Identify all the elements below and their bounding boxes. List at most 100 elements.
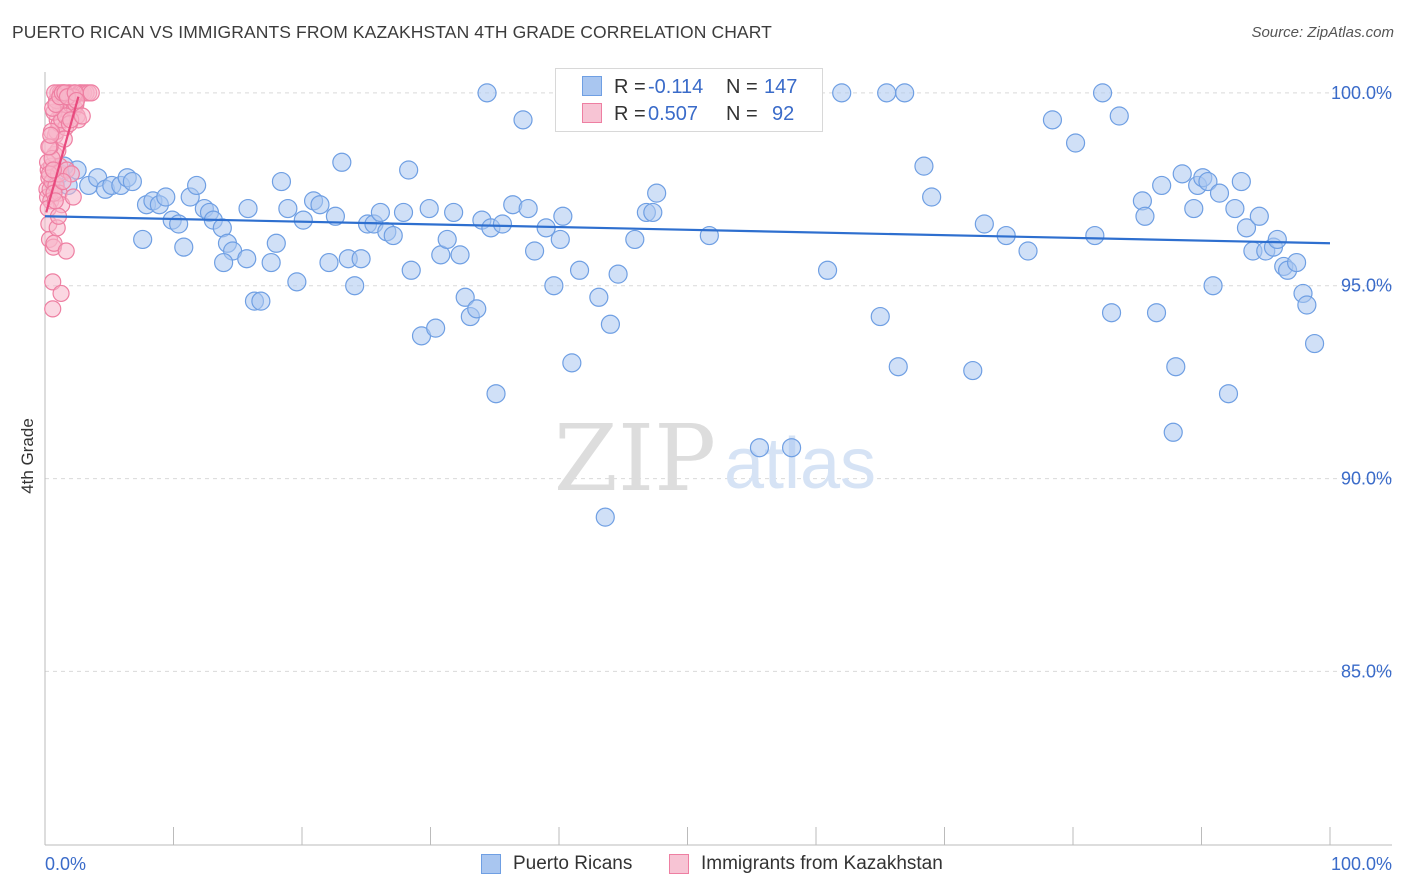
bottom-legend-label: Puerto Ricans bbox=[513, 853, 633, 874]
data-point bbox=[52, 284, 70, 303]
data-point bbox=[1198, 171, 1218, 192]
legend-n-label: N = bbox=[726, 102, 758, 125]
data-point bbox=[544, 276, 564, 296]
bottom-legend-puerto-ricans: Puerto Ricans bbox=[481, 852, 632, 876]
legend-swatch-blue bbox=[582, 76, 602, 96]
data-point bbox=[477, 83, 497, 103]
data-point bbox=[419, 198, 439, 219]
y-tick-label: 100.0% bbox=[1331, 83, 1392, 103]
data-point bbox=[345, 276, 365, 296]
data-point bbox=[1225, 198, 1245, 219]
legend-r-value: 0.507 bbox=[648, 102, 699, 125]
data-point bbox=[922, 187, 942, 207]
data-point bbox=[643, 202, 663, 223]
data-point bbox=[156, 187, 176, 207]
data-point bbox=[399, 160, 419, 180]
data-point bbox=[589, 287, 609, 307]
data-point bbox=[122, 171, 142, 192]
data-point bbox=[1018, 241, 1038, 261]
data-point bbox=[1184, 198, 1204, 219]
data-point bbox=[455, 287, 475, 307]
data-point bbox=[1146, 303, 1167, 323]
bottom-legend-swatch-pink bbox=[669, 854, 689, 874]
data-point bbox=[1286, 252, 1307, 273]
data-point bbox=[600, 314, 621, 334]
watermark-atlas: atlas bbox=[724, 424, 876, 504]
data-point bbox=[370, 202, 390, 223]
data-point bbox=[237, 249, 257, 269]
data-point bbox=[1166, 357, 1186, 377]
data-point bbox=[569, 260, 590, 280]
data-point bbox=[64, 188, 82, 206]
data-point bbox=[325, 206, 346, 226]
x-tick-label-left: 0.0% bbox=[45, 854, 86, 874]
data-point bbox=[1231, 171, 1251, 192]
data-point bbox=[393, 202, 414, 223]
trend-line-kazakhstan bbox=[45, 96, 80, 213]
data-point bbox=[625, 229, 645, 250]
watermark: ZIP atlas bbox=[554, 405, 876, 512]
source-label: Source: ZipAtlas.com bbox=[1251, 24, 1394, 41]
data-point bbox=[895, 83, 915, 103]
data-point bbox=[974, 214, 994, 234]
bottom-legend-kazakhstan: Immigrants from Kazakhstan bbox=[669, 852, 943, 876]
data-point bbox=[1267, 229, 1287, 250]
axes bbox=[44, 72, 1392, 846]
data-point bbox=[261, 252, 281, 273]
data-point bbox=[426, 318, 446, 338]
data-point bbox=[888, 357, 908, 377]
trend-lines bbox=[44, 96, 1331, 245]
data-point bbox=[1065, 133, 1086, 153]
legend-n-label: N = bbox=[726, 75, 758, 98]
data-point bbox=[1249, 206, 1269, 226]
data-point bbox=[1203, 276, 1223, 296]
data-point bbox=[293, 210, 313, 230]
y-tick-label: 90.0% bbox=[1341, 469, 1392, 489]
data-point bbox=[914, 156, 934, 176]
legend-n-value: 147 bbox=[764, 75, 798, 98]
data-point bbox=[1109, 106, 1129, 126]
data-point bbox=[1218, 384, 1239, 404]
data-point bbox=[1304, 333, 1325, 354]
data-point bbox=[437, 229, 457, 250]
data-point bbox=[271, 171, 292, 192]
data-point bbox=[1101, 303, 1122, 323]
x-tick-label-right: 100.0% bbox=[1331, 854, 1392, 874]
data-point bbox=[383, 225, 403, 246]
gridlines bbox=[45, 92, 1392, 672]
data-point bbox=[486, 384, 506, 404]
data-point bbox=[238, 198, 258, 219]
data-point bbox=[1085, 225, 1105, 246]
data-point bbox=[963, 360, 983, 381]
data-point bbox=[1297, 295, 1317, 315]
data-point bbox=[647, 183, 667, 203]
data-point bbox=[877, 83, 897, 103]
watermark-zip: ZIP bbox=[554, 405, 716, 512]
data-point bbox=[1042, 110, 1063, 130]
data-point bbox=[749, 438, 770, 458]
data-point bbox=[214, 252, 234, 273]
data-point bbox=[550, 229, 570, 250]
data-point bbox=[562, 353, 582, 373]
data-point bbox=[174, 237, 194, 257]
legend-r-value: -0.114 bbox=[648, 75, 704, 98]
data-point bbox=[781, 438, 802, 458]
data-point bbox=[169, 214, 189, 234]
data-point bbox=[524, 241, 545, 261]
data-point bbox=[1092, 83, 1113, 103]
stats-legend: R = -0.114 N = 147 R = 0.507 N = 92 bbox=[555, 68, 823, 132]
data-point bbox=[595, 507, 615, 527]
data-point bbox=[1163, 422, 1183, 442]
legend-r-label: R = bbox=[614, 75, 646, 98]
data-point bbox=[44, 273, 62, 291]
data-point bbox=[608, 264, 628, 284]
data-point bbox=[553, 206, 573, 226]
data-point bbox=[832, 83, 852, 103]
data-point bbox=[187, 175, 207, 196]
data-point bbox=[319, 252, 339, 273]
data-point bbox=[251, 291, 271, 311]
data-point bbox=[1172, 164, 1192, 184]
y-tick-label: 85.0% bbox=[1341, 661, 1392, 681]
data-point bbox=[278, 198, 298, 219]
data-point bbox=[82, 84, 100, 102]
